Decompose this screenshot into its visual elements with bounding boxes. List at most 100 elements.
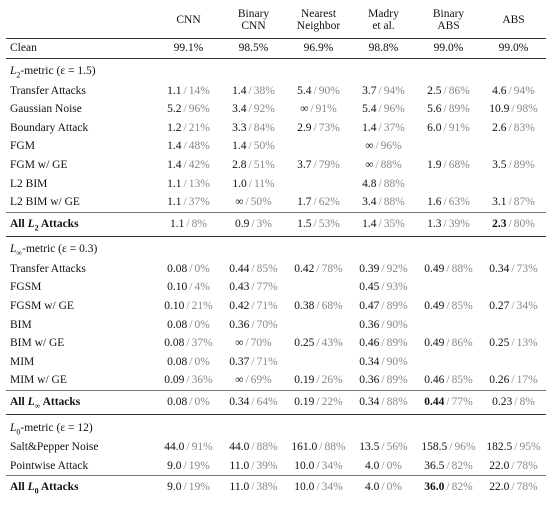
median-perturbation: 0.42 bbox=[294, 262, 315, 275]
separator: / bbox=[248, 121, 252, 134]
median-perturbation: 0.10 bbox=[167, 281, 188, 294]
median-perturbation: 9.0 bbox=[167, 481, 182, 494]
median-perturbation: 1.7 bbox=[297, 196, 312, 209]
table-row: CNN Binary CNN Nearest Neighbor Madry et al. Bi… bbox=[6, 2, 546, 39]
median-perturbation: 0.08 bbox=[167, 355, 188, 368]
result-cell: 1.2/21% bbox=[156, 119, 221, 138]
accuracy: 69% bbox=[250, 374, 272, 387]
accuracy: 0% bbox=[194, 396, 210, 409]
result-cell bbox=[286, 175, 351, 194]
separator: / bbox=[316, 396, 320, 409]
column-header: Nearest bbox=[300, 8, 337, 20]
median-perturbation: ∞ bbox=[365, 158, 374, 171]
separator: / bbox=[189, 262, 193, 275]
result-cell: 0.08/0% bbox=[156, 353, 221, 372]
median-perturbation: 4.8 bbox=[362, 177, 377, 190]
result-cell: 2.6/83% bbox=[481, 119, 546, 138]
accuracy: 71% bbox=[256, 355, 278, 368]
result-cell: 1.4/48% bbox=[156, 137, 221, 156]
separator: / bbox=[446, 374, 450, 387]
accuracy: 96% bbox=[454, 440, 476, 453]
row-label-text: L2 BIM w/ GE bbox=[10, 196, 80, 209]
accuracy: 85% bbox=[451, 374, 473, 387]
separator: / bbox=[443, 121, 447, 134]
table-row: MIM w/ GE 0.09/36% ∞/69% 0.19/26% 0.36/89% 0.… bbox=[6, 371, 546, 391]
clean-accuracy: 98.8% bbox=[351, 38, 416, 59]
result-cell: 1.3/39% bbox=[416, 212, 481, 237]
median-perturbation: 1.1 bbox=[167, 177, 182, 190]
accuracy: 83% bbox=[513, 121, 535, 134]
median-perturbation: 0.38 bbox=[294, 299, 315, 312]
median-perturbation: 6.0 bbox=[427, 121, 442, 134]
median-perturbation: 1.4 bbox=[232, 84, 247, 97]
row-label-text: FGM bbox=[10, 140, 35, 153]
table-row: Clean 99.1% 98.5% 96.9% 98.8% 99.0% 99.0% bbox=[6, 38, 546, 59]
result-cell: 4.8/88% bbox=[351, 175, 416, 194]
separator: / bbox=[189, 281, 193, 294]
separator: / bbox=[189, 318, 193, 331]
result-cell: 0.44/85% bbox=[221, 260, 286, 279]
result-cell: 1.6/63% bbox=[416, 193, 481, 213]
separator: / bbox=[449, 440, 453, 453]
row-label: All L∞ Attacks bbox=[6, 390, 156, 415]
median-perturbation: 1.1 bbox=[167, 196, 182, 209]
accuracy: 70% bbox=[250, 337, 272, 350]
separator: / bbox=[511, 337, 515, 350]
separator: / bbox=[375, 140, 379, 153]
row-label: FGM bbox=[6, 137, 156, 156]
separator: / bbox=[251, 481, 255, 494]
result-cell: ∞/91% bbox=[286, 100, 351, 119]
median-perturbation: 2.5 bbox=[427, 84, 442, 97]
result-cell: 0.49/85% bbox=[416, 297, 481, 316]
accuracy: 89% bbox=[448, 103, 470, 116]
accuracy: 88% bbox=[256, 440, 278, 453]
median-perturbation: 11.0 bbox=[229, 459, 250, 472]
result-cell: 0.42/78% bbox=[286, 260, 351, 279]
median-perturbation: 0.43 bbox=[229, 281, 250, 294]
metric-text: -metric (ε = 0.3) bbox=[22, 243, 98, 256]
accuracy: 94% bbox=[383, 84, 405, 97]
accuracy: 35% bbox=[383, 217, 405, 230]
result-cell: 22.0/78% bbox=[481, 476, 546, 500]
accuracy: 71% bbox=[256, 299, 278, 312]
result-cell: 10.0/34% bbox=[286, 476, 351, 500]
result-cell: 4.6/94% bbox=[481, 82, 546, 101]
separator: / bbox=[381, 440, 385, 453]
column-header: et al. bbox=[372, 20, 395, 32]
median-perturbation: 0.36 bbox=[229, 318, 250, 331]
result-cell: 0.36/70% bbox=[221, 316, 286, 335]
median-perturbation: 0.27 bbox=[489, 299, 510, 312]
row-label-text: Gaussian Noise bbox=[10, 103, 82, 116]
accuracy: 0% bbox=[386, 481, 402, 494]
row-label: Transfer Attacks bbox=[6, 260, 156, 279]
separator: / bbox=[186, 299, 190, 312]
result-cell: 1.4/50% bbox=[221, 137, 286, 156]
separator: / bbox=[381, 318, 385, 331]
separator: / bbox=[508, 217, 512, 230]
accuracy: 98% bbox=[516, 103, 538, 116]
accuracy: 78% bbox=[516, 481, 538, 494]
result-cell: 1.0/11% bbox=[221, 175, 286, 194]
separator: / bbox=[251, 262, 255, 275]
median-perturbation: 1.0 bbox=[232, 177, 247, 190]
median-perturbation: 3.3 bbox=[232, 121, 247, 134]
result-cell: 182.5/95% bbox=[481, 438, 546, 457]
label-suffix: Attacks bbox=[42, 396, 81, 409]
accuracy: 89% bbox=[386, 374, 408, 387]
separator: / bbox=[511, 374, 515, 387]
median-perturbation: 0.9 bbox=[235, 217, 250, 230]
accuracy: 90% bbox=[386, 318, 408, 331]
separator: / bbox=[248, 84, 252, 97]
accuracy: 85% bbox=[451, 299, 473, 312]
separator: / bbox=[316, 374, 320, 387]
accuracy: 96% bbox=[380, 140, 402, 153]
accuracy: 0% bbox=[194, 262, 210, 275]
separator: / bbox=[514, 396, 518, 409]
result-cell: 0.26/17% bbox=[481, 371, 546, 391]
median-perturbation: 2.3 bbox=[492, 217, 507, 230]
median-perturbation: 0.08 bbox=[167, 262, 188, 275]
row-label-text: L2 BIM bbox=[10, 177, 48, 190]
result-cell: 2.5/86% bbox=[416, 82, 481, 101]
accuracy: 93% bbox=[386, 281, 408, 294]
row-label: FGSM bbox=[6, 278, 156, 297]
